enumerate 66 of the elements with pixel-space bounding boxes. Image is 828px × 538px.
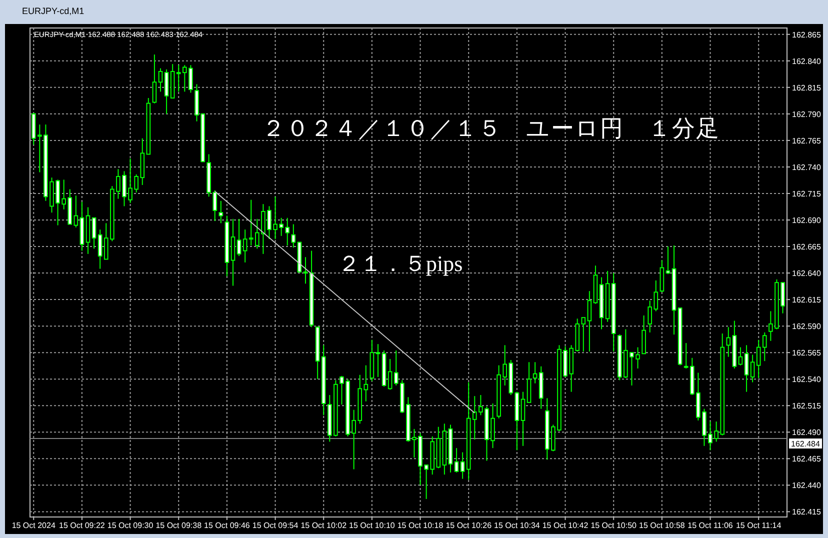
candlestick	[660, 260, 664, 293]
y-tick-label: 162.640	[792, 269, 822, 278]
candlestick	[587, 290, 592, 352]
y-tick-label: 162.790	[792, 110, 822, 119]
x-tick-label: 15 Oct 10:34	[494, 521, 540, 530]
candlestick	[218, 200, 224, 224]
candlestick	[98, 229, 102, 270]
y-tick-label: 162.540	[792, 375, 822, 384]
candlestick	[388, 358, 392, 390]
y-tick-label: 162.615	[792, 296, 822, 305]
x-tick-label: 15 Oct 10:10	[349, 521, 396, 530]
y-tick-label: 162.690	[792, 216, 822, 225]
x-tick-label: 15 Oct 10:18	[397, 521, 444, 530]
x-tick-label: 15 Oct 09:54	[252, 521, 299, 530]
candlestick	[92, 217, 96, 250]
candlestick	[738, 346, 743, 366]
x-tick-label: 15 Oct 10:42	[542, 521, 589, 530]
y-tick-label: 162.490	[792, 428, 822, 438]
x-tick-label: 15 Oct 2024	[12, 521, 56, 530]
ref-line-label: 162.484	[791, 440, 820, 449]
candlestick	[642, 314, 646, 354]
y-tick-label: 162.740	[792, 162, 822, 172]
x-tick-label: 15 Oct 10:58	[639, 521, 686, 530]
y-tick-label: 162.840	[792, 56, 822, 66]
text: EURJPY-cd,M1	[22, 6, 84, 16]
x-tick-label: 15 Oct 10:26	[446, 521, 492, 530]
annotation: ２１．５pips	[338, 251, 463, 276]
x-tick-label: 15 Oct 11:06	[688, 521, 734, 530]
candlestick	[303, 256, 308, 284]
y-tick-label: 162.515	[792, 402, 822, 411]
candlestick	[726, 326, 731, 358]
y-tick-label: 162.590	[792, 322, 822, 332]
x-tick-label: 15 Oct 11:14	[736, 521, 782, 530]
candlestick	[230, 218, 236, 286]
y-tick-label: 162.815	[792, 83, 822, 92]
x-tick-label: 15 Oct 10:50	[590, 521, 638, 530]
y-tick-label: 162.665	[792, 242, 822, 252]
candlestick	[454, 448, 459, 473]
candlestick	[164, 68, 169, 114]
candlestick	[236, 218, 242, 257]
x-tick-label: 15 Oct 09:46	[204, 521, 250, 530]
x-tick-label: 15 Oct 09:22	[59, 521, 106, 530]
candlestick	[242, 229, 248, 263]
y-tick-label: 162.440	[792, 481, 822, 490]
text: ２０２４／１０／１５ ユーロ円 １分足	[262, 116, 720, 141]
candlestick	[460, 452, 465, 480]
x-tick-label: 15 Oct 09:38	[156, 521, 202, 530]
candlestick	[152, 54, 157, 104]
candlestick	[744, 344, 749, 392]
candlestick	[520, 391, 526, 446]
candlestick	[532, 362, 538, 384]
y-tick-label: 162.715	[792, 189, 822, 198]
y-tick-label: 162.765	[792, 136, 822, 146]
candlestick	[291, 224, 296, 248]
candlestick	[750, 354, 755, 383]
candlestick	[376, 344, 380, 378]
y-tick-label: 162.465	[792, 454, 822, 464]
y-tick-label: 162.865	[792, 30, 822, 40]
x-tick-label: 15 Oct 10:02	[300, 521, 348, 530]
candlestick	[74, 195, 78, 228]
candlestick	[526, 362, 532, 403]
y-tick-label: 162.415	[792, 508, 822, 517]
y-tick-label: 162.565	[792, 348, 822, 358]
x-tick-label: 15 Oct 09:30	[107, 521, 154, 530]
candlestick	[666, 246, 670, 275]
candlestick	[158, 68, 163, 92]
